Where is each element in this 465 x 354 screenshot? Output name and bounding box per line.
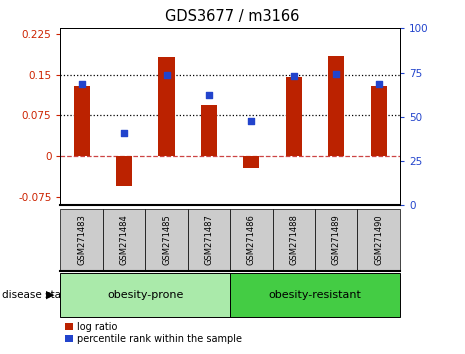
Bar	[73, 86, 90, 156]
Bar	[116, 156, 132, 186]
Point	[248, 118, 255, 124]
Point	[78, 81, 86, 87]
Text: GSM271486: GSM271486	[247, 215, 256, 265]
Point	[290, 73, 298, 79]
Bar	[371, 86, 387, 156]
Text: GSM271487: GSM271487	[205, 215, 213, 265]
Bar	[201, 104, 217, 156]
Text: GDS3677 / m3166: GDS3677 / m3166	[166, 9, 299, 24]
Point	[332, 71, 340, 76]
Text: GSM271483: GSM271483	[77, 215, 86, 265]
Bar	[243, 156, 259, 168]
Point	[375, 81, 382, 87]
Text: GSM271485: GSM271485	[162, 215, 171, 265]
Bar	[159, 57, 174, 156]
Text: GSM271488: GSM271488	[289, 215, 299, 265]
Point	[163, 72, 170, 78]
Text: disease state: disease state	[2, 290, 72, 300]
Text: obesity-prone: obesity-prone	[107, 290, 184, 300]
Text: ▶: ▶	[46, 290, 54, 300]
Legend: log ratio, percentile rank within the sample: log ratio, percentile rank within the sa…	[65, 322, 242, 344]
Point	[120, 131, 128, 136]
Text: GSM271489: GSM271489	[332, 215, 341, 265]
Text: GSM271490: GSM271490	[374, 215, 383, 265]
Point	[205, 92, 213, 98]
Bar	[328, 56, 344, 156]
Text: obesity-resistant: obesity-resistant	[269, 290, 361, 300]
Text: GSM271484: GSM271484	[120, 215, 129, 265]
Bar	[286, 77, 302, 156]
